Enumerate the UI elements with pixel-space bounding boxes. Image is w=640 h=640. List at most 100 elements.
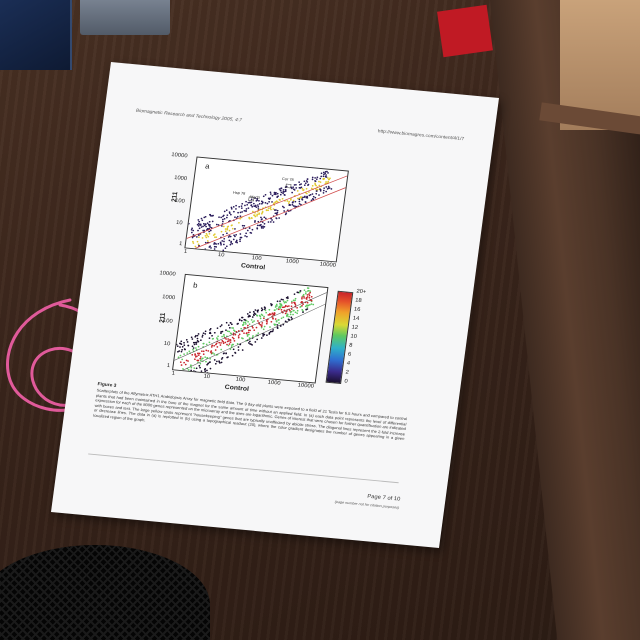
lower-2fold-line	[182, 303, 326, 371]
scatter-dot	[292, 309, 295, 312]
scatter-dot	[215, 236, 218, 239]
scatter-dot	[232, 238, 235, 241]
scatter-dot	[200, 255, 203, 258]
scatter-dot	[197, 340, 200, 343]
scatter-dot	[204, 241, 207, 244]
scatter-dot	[229, 339, 232, 341]
scatter-dot	[301, 308, 304, 311]
scatter-dot	[293, 301, 295, 304]
scatter-dot	[283, 301, 286, 304]
scatter-dot	[261, 324, 263, 326]
scatter-dot	[276, 326, 279, 329]
scatter-dot	[200, 217, 203, 220]
scatter-dot	[226, 343, 228, 346]
scatter-dot	[240, 319, 243, 322]
scatter-dot	[301, 297, 303, 300]
scatter-dot	[207, 235, 210, 238]
scatter-dot	[261, 218, 263, 220]
scatter-dot	[192, 242, 195, 244]
scatter-dot	[213, 345, 216, 347]
scatter-dot	[247, 333, 250, 336]
x-tick: 10000	[319, 261, 337, 269]
scatter-dot	[257, 309, 260, 311]
scatter-dot	[222, 249, 225, 252]
scatter-dot	[308, 296, 311, 299]
scatter-dot	[284, 213, 287, 216]
scatter-dot	[288, 305, 290, 307]
scatter-dot	[243, 209, 246, 212]
scatter-dot	[184, 363, 187, 366]
scatter-dot	[246, 235, 248, 238]
colorbar-tick: 12	[351, 324, 359, 331]
scatter-dot	[300, 186, 303, 189]
scatter-dot	[230, 345, 233, 347]
scatter-dot	[198, 220, 201, 223]
scatter-dot	[209, 367, 212, 370]
scatter-dot	[274, 212, 277, 215]
scatter-dot	[261, 322, 264, 324]
scatter-dot	[328, 178, 331, 181]
scatter-dot	[286, 313, 289, 315]
scatter-dot	[255, 334, 258, 336]
page-number: Page 7 of 10	[366, 493, 401, 503]
scatter-dot	[187, 360, 189, 362]
scatter-dot	[225, 209, 228, 212]
scatter-dot	[269, 191, 272, 194]
scatter-dot	[290, 308, 293, 311]
scatter-dot	[312, 195, 315, 198]
gene-annotation: Mad3	[249, 194, 261, 200]
scatter-dot	[284, 320, 287, 323]
scatter-dot	[285, 212, 288, 215]
scatter-dot	[291, 191, 294, 194]
scatter-dot	[198, 365, 201, 367]
scatter-dot	[256, 227, 259, 230]
scatter-dot	[298, 203, 301, 205]
scatter-dot	[209, 224, 211, 226]
scatter-dot	[273, 323, 276, 326]
scatter-dot	[237, 211, 239, 214]
scatter-dot	[260, 212, 263, 215]
scatter-dot	[302, 303, 304, 306]
scatter-dot	[226, 226, 229, 228]
colorbar-tick: 2	[345, 369, 350, 376]
scatter-dot	[282, 316, 285, 319]
scatter-dot	[221, 340, 224, 342]
scatter-dot	[311, 185, 314, 187]
scatter-dot	[214, 250, 217, 252]
scatter-dot	[301, 199, 304, 201]
scatter-dot	[232, 206, 235, 208]
scatter-dot	[271, 312, 274, 315]
scatter-dot	[320, 172, 323, 175]
scatter-dot	[204, 223, 207, 226]
scatter-dot	[292, 205, 295, 207]
scatter-dot	[287, 202, 290, 205]
scatter-dot	[225, 216, 228, 219]
colorbar-tick: 8	[348, 342, 353, 349]
scatter-dot	[304, 292, 307, 295]
scatter-dot	[279, 189, 282, 192]
scatter-dot	[282, 189, 285, 191]
scatter-dot	[269, 193, 272, 195]
scatter-dot	[302, 311, 304, 314]
scatter-dot	[306, 308, 309, 310]
scatter-dot	[229, 213, 232, 216]
scatter-dot	[306, 294, 309, 296]
scatter-dot	[270, 320, 273, 323]
scatter-dot	[263, 306, 266, 309]
scatter-dot	[228, 343, 231, 345]
scatter-dot	[260, 216, 262, 219]
scatter-dot	[248, 323, 251, 325]
scatter-dot	[209, 331, 212, 334]
scatter-dot	[221, 240, 224, 242]
y-tick: 1000	[173, 175, 188, 183]
scatter-dot	[211, 250, 214, 253]
y-tick: 10000	[170, 152, 188, 160]
scatter-dot	[179, 346, 181, 348]
scatter-dot	[221, 330, 224, 333]
scatter-dot	[207, 350, 210, 352]
scatter-dot	[225, 352, 228, 354]
scatter-dot	[192, 348, 194, 351]
scatter-dot	[245, 210, 247, 212]
scatter-dot	[198, 236, 200, 238]
scatter-dot	[218, 216, 220, 218]
